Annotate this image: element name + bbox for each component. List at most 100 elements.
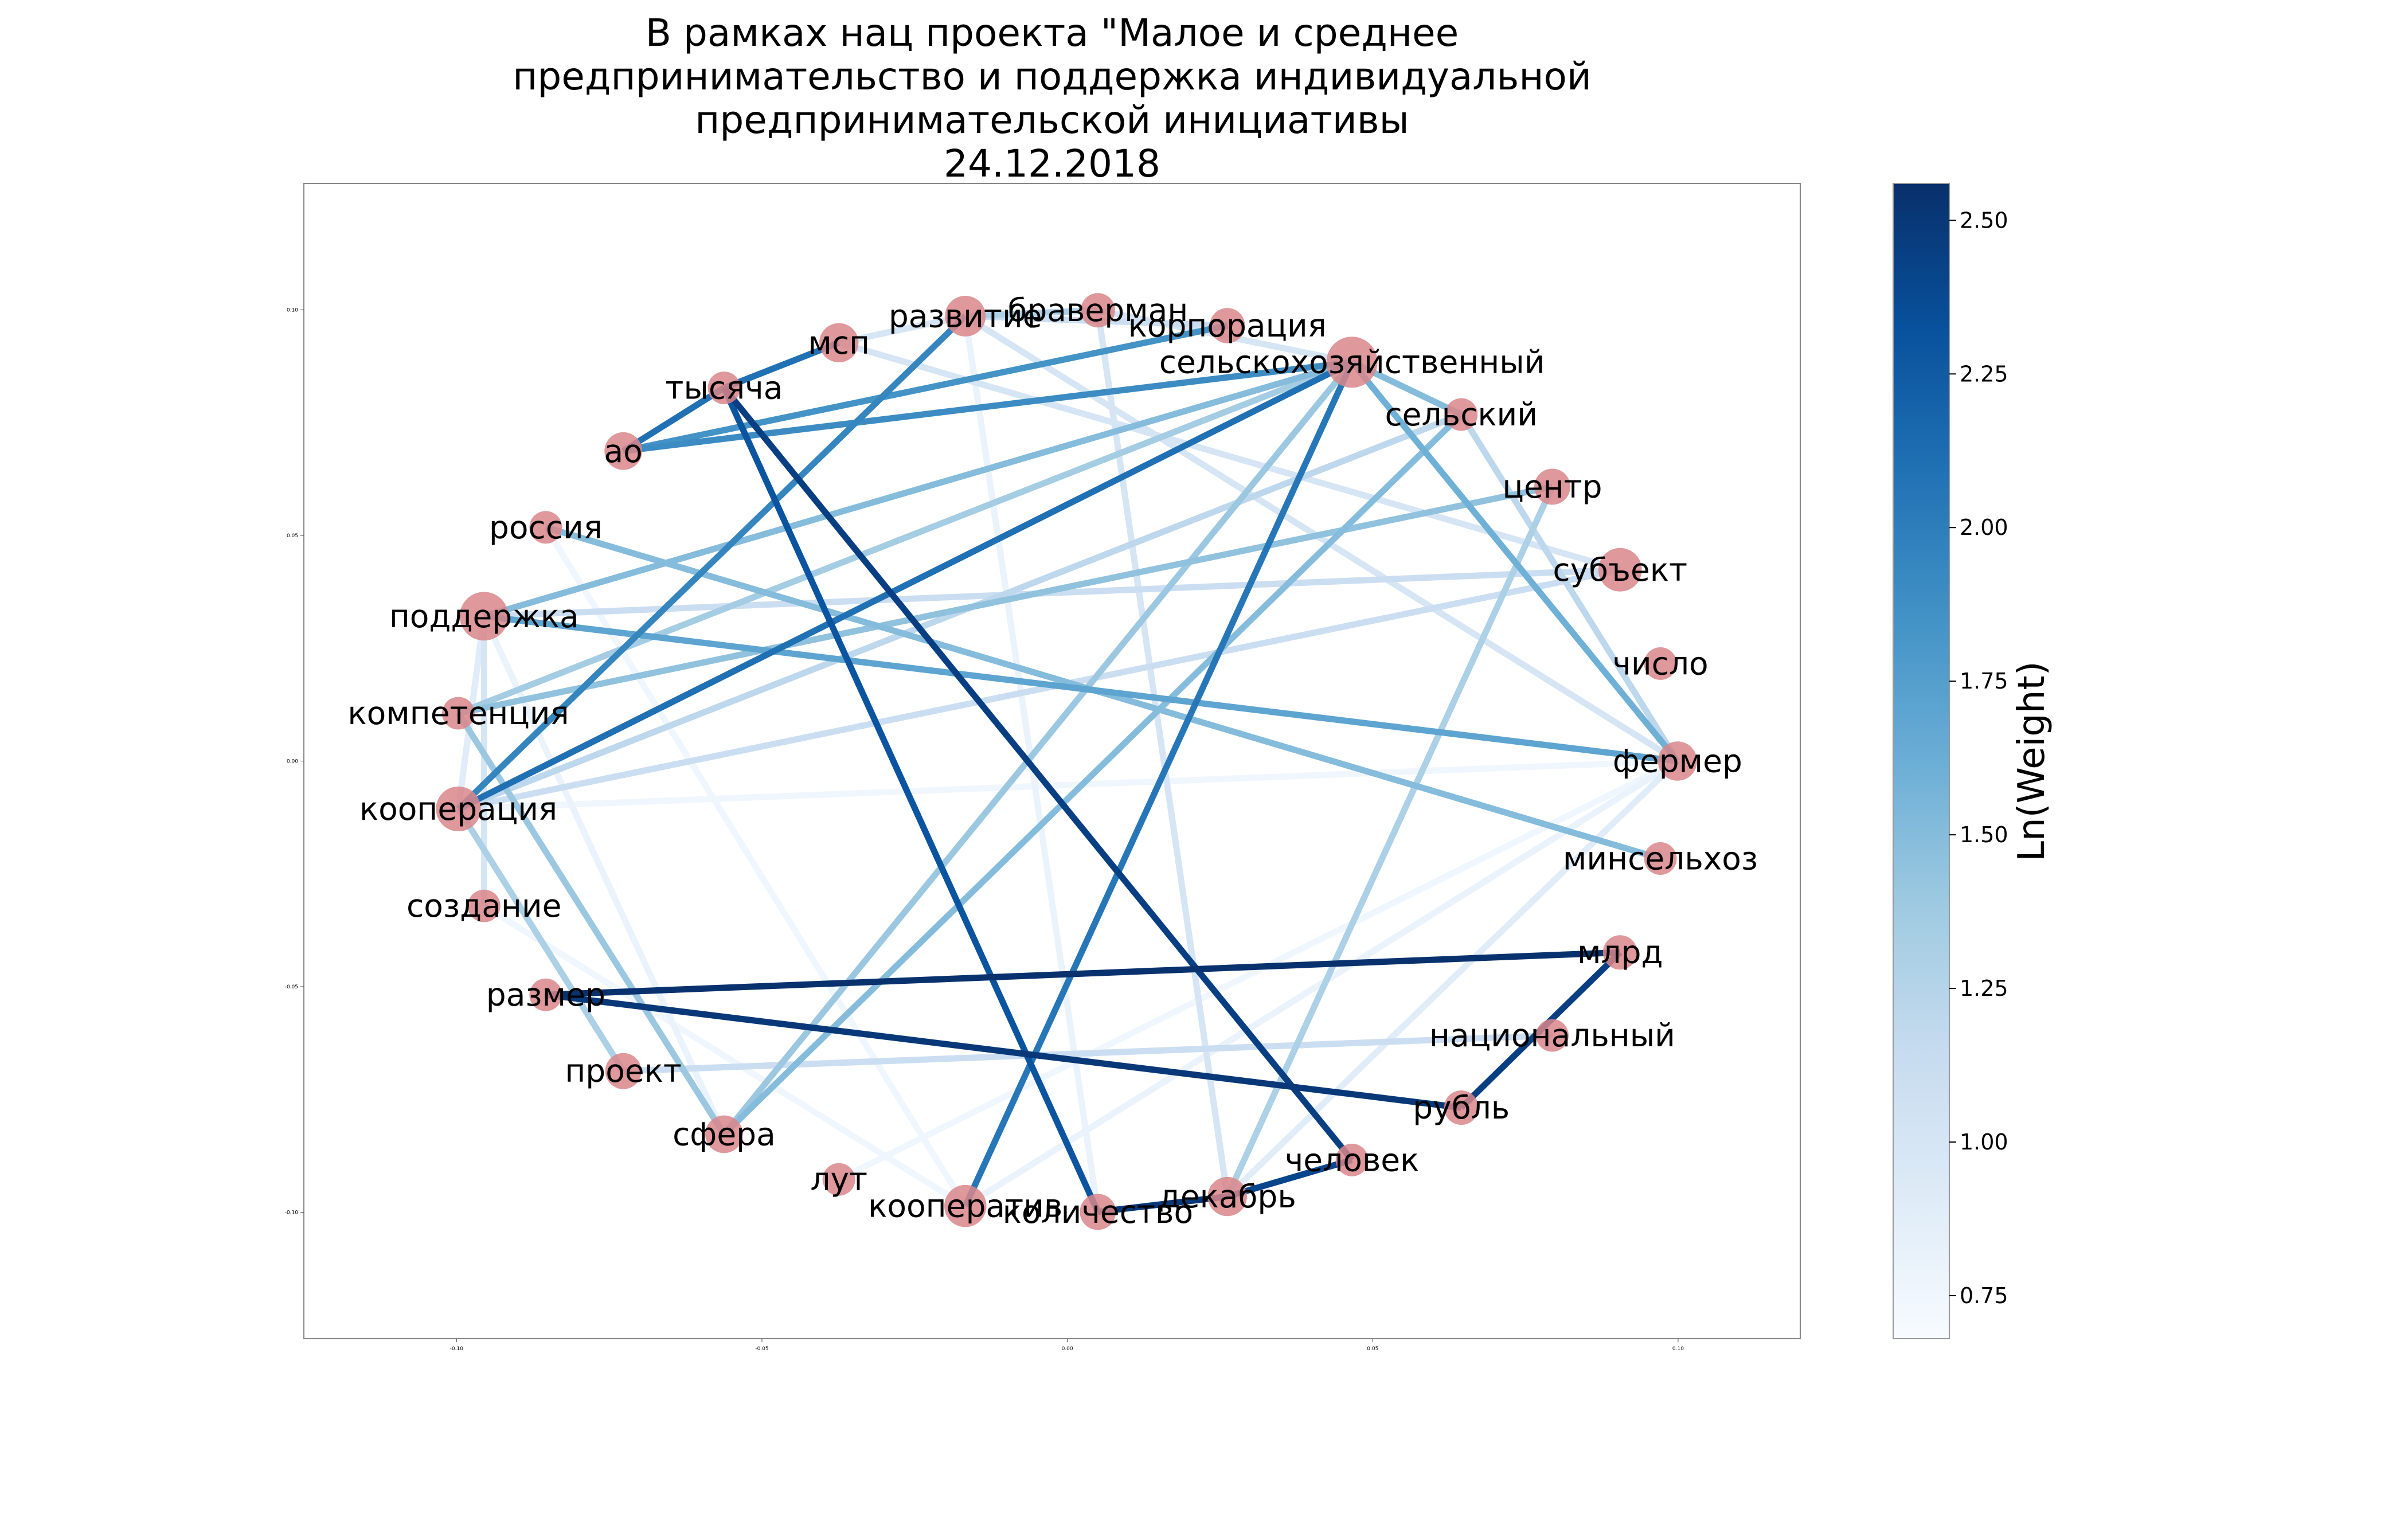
edge-сельский-сфера xyxy=(722,412,1464,1137)
edge-мсп-развитие xyxy=(838,313,966,346)
y-tick-label: 0.00 xyxy=(287,759,298,765)
edge-мсп-тысяча xyxy=(722,339,841,391)
node-label: сфера xyxy=(673,1116,776,1152)
node-декабрь xyxy=(1207,1176,1247,1217)
colorbar-tick-label: 1.50 xyxy=(1960,822,2008,847)
node-поддержка xyxy=(459,592,509,641)
colorbar-tick-label: 1.00 xyxy=(1960,1129,2008,1155)
node-мсп xyxy=(819,323,859,363)
node-кооперация xyxy=(436,786,481,832)
node-национальный xyxy=(1536,1019,1569,1052)
node-кооператив xyxy=(944,1184,987,1227)
x-tick-label: -0.10 xyxy=(450,1346,464,1352)
node-label: создание xyxy=(406,887,561,924)
node-компетенция xyxy=(442,697,475,730)
colorbar-tick-label: 2.50 xyxy=(1960,208,2008,233)
y-tick-label: -0.10 xyxy=(285,1210,299,1216)
node-label: поддержка xyxy=(389,598,579,635)
node-layer xyxy=(436,293,1698,1230)
node-тысяча xyxy=(707,372,741,405)
node-ао xyxy=(604,432,643,470)
edge-тысяча-человек xyxy=(721,386,1355,1162)
node-человек xyxy=(1335,1143,1369,1176)
colorbar-label: Ln(Weight) xyxy=(2011,661,2053,861)
x-tick-label: -0.05 xyxy=(755,1346,768,1352)
node-label: тысяча xyxy=(665,370,783,406)
colorbar-tick-label: 1.75 xyxy=(1960,668,2008,694)
edge-поддержка-фермер xyxy=(483,613,1678,764)
node-label: количество xyxy=(1003,1194,1193,1230)
edge-лут-фермер xyxy=(837,758,1679,1183)
chart-title: В рамках нац проекта "Малое и среднее пр… xyxy=(304,11,1800,186)
edge-развитие-браверман xyxy=(965,307,1099,319)
node-label: сельскохозяйственный xyxy=(1159,344,1545,381)
node-субъект xyxy=(1598,548,1642,592)
node-label: число xyxy=(1612,645,1708,682)
node-label: рубль xyxy=(1413,1089,1510,1126)
node-label: мсп xyxy=(808,324,870,361)
node-корпорация xyxy=(1210,308,1245,343)
node-сельскохозяйственный xyxy=(1326,337,1378,388)
node-label: сельский xyxy=(1385,396,1538,433)
node-млрд xyxy=(1602,935,1637,970)
node-label: размер xyxy=(486,976,605,1013)
node-label: корпорация xyxy=(1128,307,1327,344)
node-label: декабрь xyxy=(1159,1178,1296,1215)
node-label: человек xyxy=(1285,1141,1420,1178)
colorbar-ticks: 0.75 1.00 1.25 1.50 1.75 2.00 2.25 2.50 xyxy=(1949,208,2008,1308)
node-label: субъект xyxy=(1553,552,1687,588)
node-label: кооперация xyxy=(359,791,557,827)
axis-ticks: -0.10 -0.05 0.00 0.05 0.10 0.10 0.05 0.00 -0.05 -… xyxy=(285,307,1684,1352)
y-tick-label: -0.05 xyxy=(285,984,298,990)
node-label: ао xyxy=(604,433,642,470)
edge-развитие-кооперация xyxy=(456,314,968,811)
title-line: предпринимательство и поддержка индивиду… xyxy=(513,54,1592,99)
node-создание xyxy=(467,889,501,922)
node-минсельхоз xyxy=(1644,842,1677,875)
node-россия xyxy=(529,511,562,544)
node-число xyxy=(1644,647,1677,680)
edge-россия-кооператив xyxy=(543,525,968,1208)
y-tick-label: 0.05 xyxy=(287,533,298,539)
edge-сельскохозяйственный-поддержка xyxy=(483,359,1353,620)
node-label: развитие xyxy=(889,298,1042,334)
node-label: кооператив xyxy=(868,1188,1062,1225)
node-центр xyxy=(1534,468,1570,505)
node-label: проект xyxy=(565,1053,682,1089)
edge-центр-компетенция xyxy=(458,483,1553,717)
x-tick-label: 0.05 xyxy=(1367,1346,1378,1352)
colorbar-gradient xyxy=(1893,183,1950,1339)
edge-декабрь-человек xyxy=(1226,1157,1353,1200)
edge-тысяча-количество xyxy=(721,386,1101,1214)
node-проект xyxy=(605,1053,642,1089)
node-браверман xyxy=(1080,293,1115,328)
edge-сельскохозяйственный-сфера xyxy=(721,360,1355,1136)
edge-количество-декабрь xyxy=(1097,1193,1228,1215)
edge-сельскохозяйственный-кооперация xyxy=(457,359,1354,812)
node-label: лут xyxy=(810,1161,867,1198)
edge-создание-кооператив xyxy=(482,903,967,1209)
node-label: минсельхоз xyxy=(1563,840,1758,877)
node-label: фермер xyxy=(1613,743,1742,780)
edge-субъект-кооперация xyxy=(458,566,1621,812)
node-развитие xyxy=(945,295,986,337)
title-line: В рамках нац проекта "Малое и среднее xyxy=(645,11,1459,55)
y-tick-label: 0.10 xyxy=(287,307,298,313)
edge-сельский-фермер xyxy=(1459,413,1680,763)
node-количество xyxy=(1080,1194,1116,1230)
plot-frame xyxy=(303,183,1801,1339)
colorbar: 0.75 1.00 1.25 1.50 1.75 2.00 2.25 2.50 Ln(Weig… xyxy=(1893,183,2053,1339)
node-label: национальный xyxy=(1429,1017,1675,1054)
edge-кооперация-фермер xyxy=(458,758,1678,812)
edge-размер-млрд xyxy=(545,949,1620,998)
colorbar-tick-label: 0.75 xyxy=(1960,1283,2008,1308)
node-label: россия xyxy=(489,509,603,546)
node-label: компетенция xyxy=(347,695,569,732)
edge-сельскохозяйственный-фермер xyxy=(1349,360,1680,763)
edge-тысяча-ао xyxy=(621,385,726,454)
label-layer: развитиебраверманкорпорациясельскохозяйс… xyxy=(347,292,1758,1230)
colorbar-tick-label: 2.00 xyxy=(1960,515,2008,540)
edge-развитие-фермер xyxy=(963,313,1679,764)
node-лут xyxy=(822,1163,855,1196)
